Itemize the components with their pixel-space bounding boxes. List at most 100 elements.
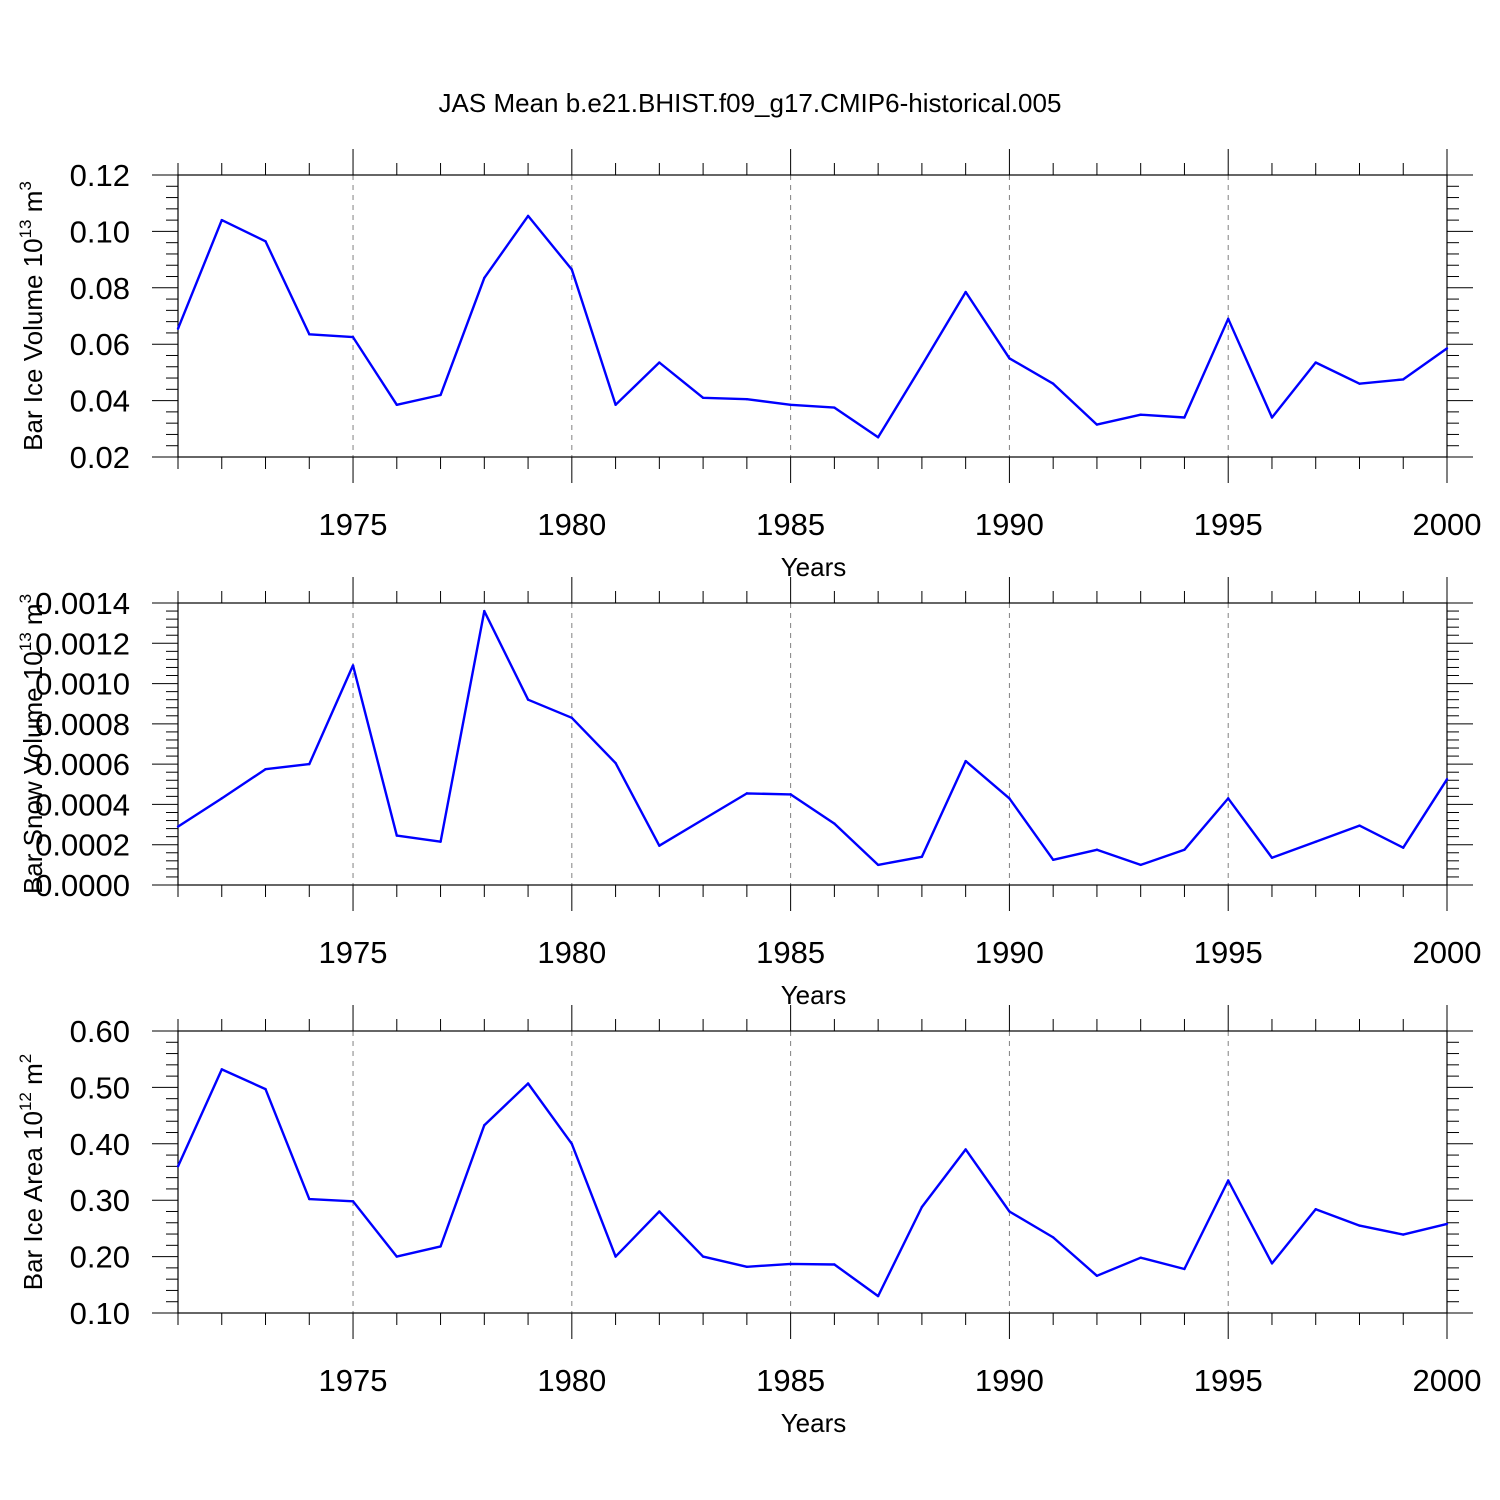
x-tick-label: 1995 xyxy=(1194,1363,1263,1398)
x-tick-label: 1980 xyxy=(537,935,606,970)
data-point xyxy=(176,1165,180,1168)
plot-frame xyxy=(177,1030,1448,1314)
data-point xyxy=(1227,797,1230,800)
data-point xyxy=(833,406,836,409)
data-point xyxy=(264,767,267,771)
data-point xyxy=(1139,863,1142,867)
y-axis-label: Bar Snow Volume 1013 m3 xyxy=(16,594,48,894)
y-tick-label: 0.0002 xyxy=(35,828,130,863)
y-tick-label: 0.0008 xyxy=(35,707,130,742)
data-point xyxy=(1270,856,1274,860)
data-point xyxy=(1008,797,1011,800)
data-point xyxy=(745,397,749,401)
y-tick-label: 0.0012 xyxy=(35,626,130,661)
data-point xyxy=(439,1245,442,1248)
panel-1: 1975 1980 1985 1990 1995 2000 0.02 0.04 0.06 0.08… xyxy=(16,149,1481,582)
data-point xyxy=(1358,382,1361,385)
y-tick-label: 0.12 xyxy=(70,158,130,193)
data-point xyxy=(351,335,355,339)
data-point xyxy=(920,364,924,367)
data-point xyxy=(176,327,180,330)
data-point xyxy=(1051,858,1055,862)
y-tick-label: 0.0006 xyxy=(35,747,130,782)
y-tick-label: 0.04 xyxy=(70,384,130,419)
data-point xyxy=(395,1255,398,1258)
data-point xyxy=(1314,840,1317,843)
series-line xyxy=(176,214,1448,439)
data-point xyxy=(220,1068,223,1071)
data-point xyxy=(1314,361,1317,364)
y-tick-label: 0.20 xyxy=(70,1240,130,1275)
data-point xyxy=(483,276,486,280)
chart-title: JAS Mean b.e21.BHIST.f09_g17.CMIP6-histo… xyxy=(439,88,1062,118)
data-point xyxy=(1095,1274,1099,1277)
data-point xyxy=(658,361,661,364)
x-tick-label: 1990 xyxy=(975,935,1044,970)
x-tick-label: 1975 xyxy=(319,507,388,542)
data-point xyxy=(308,762,311,766)
y-axis-label: Bar Ice Area 1012 m2 xyxy=(16,1054,48,1291)
y-tick-label: 0.10 xyxy=(70,1296,130,1331)
data-point xyxy=(1051,382,1055,385)
data-point xyxy=(833,822,836,825)
x-tick-label: 1985 xyxy=(756,1363,825,1398)
data-point xyxy=(526,1082,530,1085)
data-point xyxy=(176,825,180,828)
data-point xyxy=(439,840,442,843)
y-tick-label: 0.10 xyxy=(70,214,130,249)
data-point xyxy=(220,797,223,800)
data-point xyxy=(308,333,311,336)
data-point xyxy=(701,818,705,821)
y-tick-label: 0.08 xyxy=(70,271,130,306)
data-point xyxy=(439,393,442,397)
data-point xyxy=(526,698,530,701)
panel-2: 1975 1980 1985 1990 1995 2000 0.0000 0.0002 0.00… xyxy=(16,577,1481,1010)
data-point xyxy=(570,716,574,720)
data-point xyxy=(1183,848,1186,851)
data-point xyxy=(745,792,749,795)
y-tick-label: 0.0010 xyxy=(35,667,130,702)
data-point xyxy=(1445,1222,1449,1226)
data-point xyxy=(351,1200,355,1203)
data-point xyxy=(920,1205,924,1209)
data-point xyxy=(483,609,486,613)
data-point xyxy=(701,396,705,399)
data-point xyxy=(833,1263,836,1266)
data-point xyxy=(1227,317,1230,321)
x-tick-label: 1985 xyxy=(756,935,825,970)
data-point xyxy=(1402,846,1405,849)
data-point xyxy=(220,218,223,222)
data-point xyxy=(1358,1224,1361,1227)
data-point xyxy=(1270,416,1274,419)
data-point xyxy=(308,1197,311,1201)
panel-3: 1975 1980 1985 1990 1995 2000 0.10 0.20 0.30 0.40… xyxy=(16,1005,1481,1438)
data-point xyxy=(1139,1256,1142,1259)
x-tick-label: 1990 xyxy=(975,1363,1044,1398)
x-tick-label: 2000 xyxy=(1413,935,1482,970)
data-point xyxy=(1445,347,1449,350)
data-point xyxy=(1183,1267,1186,1271)
y-axis-label: Bar Ice Volume 1013 m3 xyxy=(16,181,48,451)
x-axis-label: Years xyxy=(781,1408,847,1438)
x-tick-label: 1985 xyxy=(756,507,825,542)
x-tick-label: 2000 xyxy=(1413,1363,1482,1398)
data-point xyxy=(876,1294,880,1298)
series-line xyxy=(177,609,1449,867)
y-tick-label: 0.40 xyxy=(70,1127,130,1162)
series-line xyxy=(176,1068,1448,1298)
y-tick-label: 0.06 xyxy=(70,327,130,362)
data-point xyxy=(876,436,880,439)
data-point xyxy=(395,834,398,837)
data-point xyxy=(789,793,792,796)
data-point xyxy=(1095,848,1099,851)
y-tick-label: 0.0004 xyxy=(35,787,130,822)
data-point xyxy=(658,1210,661,1213)
x-tick-label: 1975 xyxy=(319,1363,388,1398)
data-point xyxy=(1445,778,1449,781)
x-tick-label: 1995 xyxy=(1194,935,1263,970)
data-point xyxy=(264,1087,267,1091)
data-point xyxy=(1270,1262,1274,1265)
data-point xyxy=(1402,1233,1405,1236)
x-tick-label: 1980 xyxy=(537,507,606,542)
